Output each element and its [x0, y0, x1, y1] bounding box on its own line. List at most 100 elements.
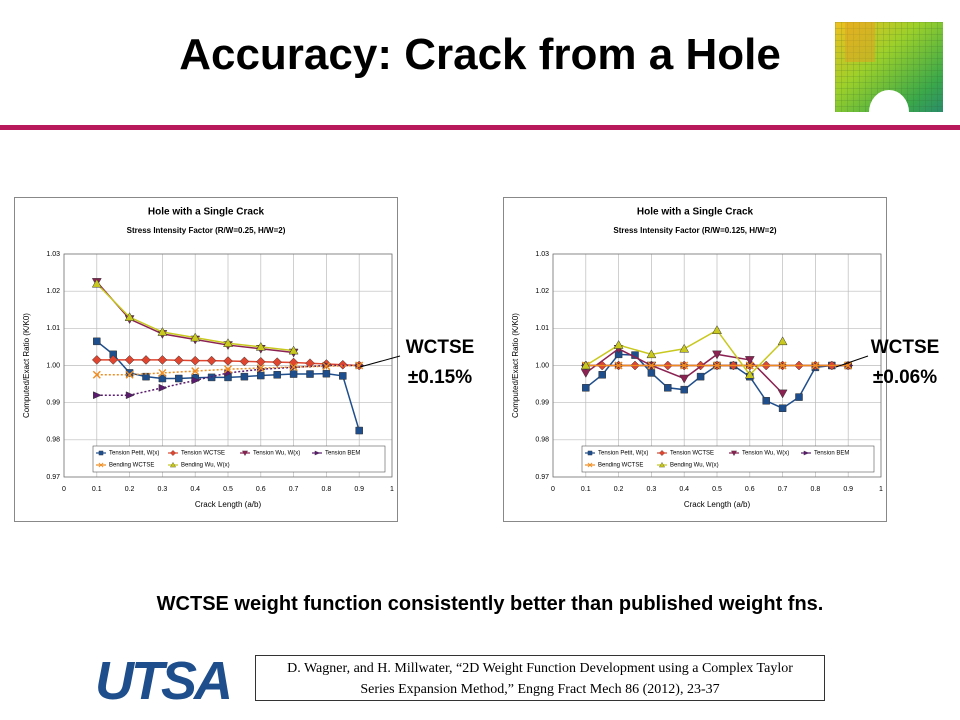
marker [811, 361, 820, 370]
marker [762, 397, 770, 405]
marker [731, 450, 737, 457]
x-tick-label: 0.4 [679, 486, 689, 493]
marker [659, 450, 665, 456]
marker [256, 364, 265, 373]
y-tick-label: 1.00 [46, 362, 60, 369]
x-tick-label: 0.2 [125, 486, 135, 493]
y-tick-label: 1.01 [46, 325, 60, 332]
marker [339, 372, 347, 380]
marker [647, 361, 656, 370]
marker [713, 361, 721, 370]
legend-label: Tension WCTSE [670, 451, 714, 457]
x-tick-label: 0.9 [354, 486, 364, 493]
marker [170, 450, 176, 456]
y-axis-label: Computed/Exact Ratio (K/K0) [511, 313, 520, 418]
marker [664, 384, 672, 392]
marker [582, 384, 590, 392]
annotation: WCTSE ±0.06% [860, 333, 950, 393]
legend-label: Bending Wu, W(x) [181, 463, 230, 469]
x-tick-label: 0 [551, 486, 555, 493]
marker [696, 372, 705, 381]
marker [157, 355, 168, 365]
x-tick-label: 0.3 [647, 486, 657, 493]
marker [224, 365, 232, 374]
marker [745, 361, 754, 370]
legend-box [92, 445, 386, 473]
marker [778, 361, 787, 370]
marker [158, 383, 168, 392]
marker [206, 355, 217, 366]
x-axis-label: Crack Length (a/b) [195, 500, 262, 509]
marker [91, 278, 102, 288]
marker [91, 355, 102, 365]
plot-frame [552, 253, 882, 478]
chart: Hole with a Single Crack Stress Intensity… [503, 197, 887, 522]
marker [803, 450, 810, 456]
x-tick-label: 0.8 [322, 486, 332, 493]
legend-label: Tension Wu, W(x) [742, 451, 789, 457]
y-tick-label: 1.02 [535, 288, 549, 295]
citation: D. Wagner, and H. Millwater, “2D Weight … [255, 655, 825, 701]
marker [98, 450, 104, 456]
marker [240, 372, 249, 381]
legend-label: Tension Petit, W(x) [109, 451, 159, 457]
x-tick-label: 0.7 [778, 486, 788, 493]
marker [190, 332, 201, 342]
marker [124, 355, 135, 365]
marker [175, 374, 183, 383]
y-tick-label: 0.98 [46, 437, 60, 444]
x-axis-label: Crack Length (a/b) [684, 500, 751, 509]
marker [679, 374, 690, 384]
marker [242, 450, 248, 457]
legend-box [581, 445, 875, 473]
legend-label: Bending Wu, W(x) [670, 463, 719, 469]
marker [587, 450, 593, 456]
y-tick-label: 1.03 [535, 251, 549, 258]
annotation: WCTSE ±0.15% [395, 333, 485, 393]
marker [190, 355, 201, 366]
x-tick-label: 0 [62, 486, 66, 493]
x-tick-label: 0.6 [745, 486, 755, 493]
marker [744, 369, 755, 379]
legend-label: Bending WCTSE [598, 463, 643, 469]
marker [158, 368, 167, 377]
marker [795, 393, 803, 401]
marker [614, 361, 623, 370]
y-tick-label: 1.01 [535, 325, 549, 332]
legend-label: Tension Petit, W(x) [598, 451, 648, 457]
marker [659, 461, 665, 468]
marker [288, 345, 299, 355]
marker [125, 370, 134, 379]
x-tick-label: 0.1 [581, 486, 591, 493]
marker [580, 369, 591, 378]
marker [322, 362, 331, 371]
annotation-label: WCTSE [405, 337, 475, 358]
marker [141, 355, 151, 365]
x-tick-label: 0.8 [811, 486, 821, 493]
marker [580, 360, 591, 370]
chart-title: Hole with a Single Crack [637, 207, 754, 218]
y-axis-label: Computed/Exact Ratio (K/K0) [22, 313, 31, 418]
x-tick-label: 0.9 [843, 486, 853, 493]
chart: Hole with a Single Crack Stress Intensity… [14, 197, 398, 522]
marker [587, 462, 593, 468]
marker [712, 325, 722, 334]
marker [613, 340, 624, 349]
marker [173, 355, 184, 366]
marker [598, 371, 606, 379]
x-tick-label: 0.7 [289, 486, 299, 493]
marker [93, 391, 102, 400]
chart-subtitle: Stress Intensity Factor (R/W=0.125, H/W=… [613, 226, 776, 235]
citation-line: D. Wagner, and H. Millwater, “2D Weight … [287, 661, 793, 676]
marker [239, 356, 250, 367]
marker [272, 357, 283, 368]
marker [170, 461, 176, 468]
x-tick-label: 0.5 [712, 486, 722, 493]
marker [142, 372, 150, 381]
chart-subtitle: Stress Intensity Factor (R/W=0.25, H/W=2… [127, 226, 286, 235]
y-tick-label: 0.99 [535, 400, 549, 407]
marker [223, 338, 233, 347]
marker [646, 349, 657, 359]
slide-title: Accuracy: Crack from a Hole [179, 30, 781, 79]
